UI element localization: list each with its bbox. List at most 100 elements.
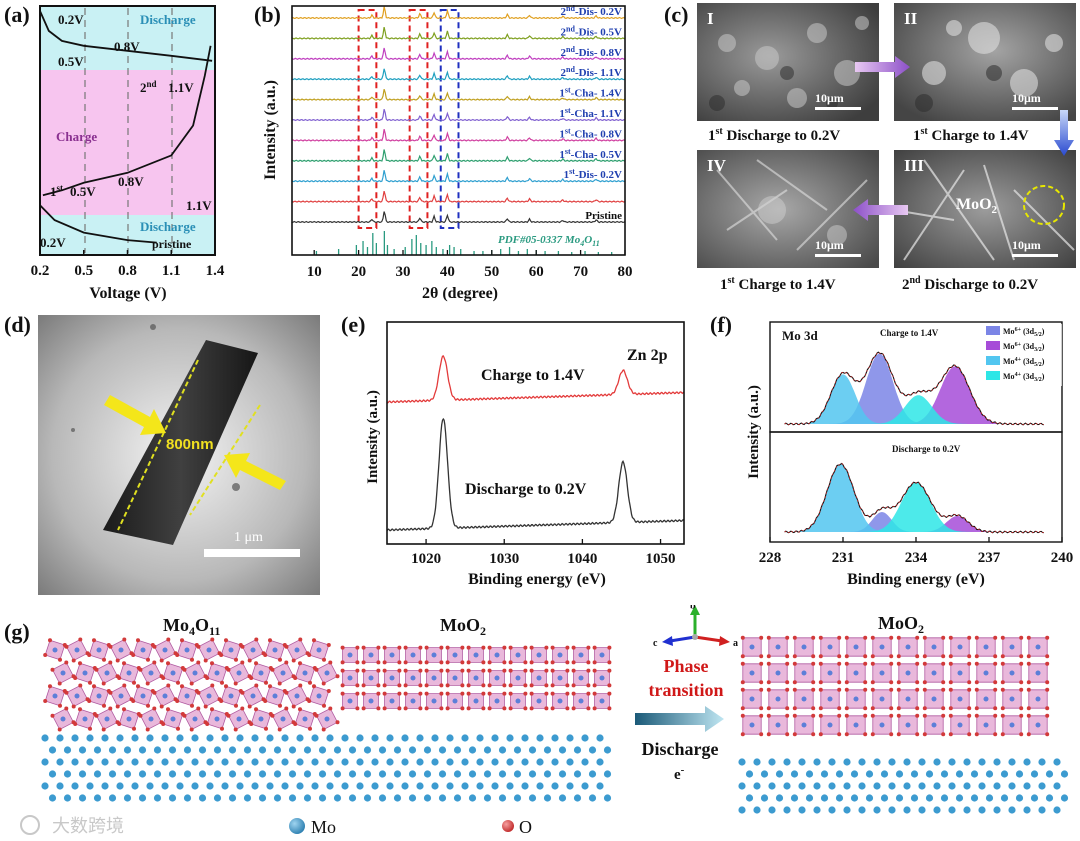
- lattice-mo-atom: [371, 758, 379, 766]
- mo-atom: [879, 696, 885, 702]
- o-atom: [196, 706, 201, 711]
- o-atom: [792, 635, 797, 640]
- o-atom: [837, 680, 842, 685]
- mo-atom: [280, 716, 286, 722]
- ann-v02-top: 0.2V: [58, 12, 84, 27]
- mo-atom: [578, 652, 584, 658]
- lattice-mo-atom: [498, 770, 507, 778]
- o-atom: [403, 660, 408, 665]
- o-atom: [424, 683, 429, 688]
- o-atom: [57, 727, 62, 732]
- lattice-mo-atom-right: [903, 806, 911, 814]
- lattice-mo-atom: [566, 758, 574, 766]
- o-atom: [863, 732, 868, 737]
- o-atom: [1000, 635, 1005, 640]
- o-atom: [418, 645, 423, 650]
- legend-swatch-0: [986, 326, 1000, 335]
- o-atom: [247, 704, 252, 709]
- lattice-mo-atom: [243, 770, 252, 778]
- xrd-series-2: [291, 47, 626, 60]
- o-atom: [397, 668, 402, 673]
- o-atom: [355, 668, 360, 673]
- xrd-series-label-1: 2nd-Dis- 0.5V: [561, 24, 623, 38]
- lattice-mo-atom: [348, 746, 357, 754]
- mo-atom: [214, 670, 220, 676]
- x-tick-label: 231: [832, 550, 855, 566]
- o-atom: [176, 680, 180, 685]
- o-atom: [948, 661, 953, 666]
- o-atom: [249, 722, 254, 726]
- panel-c: (c) I 10μm II 10μm: [650, 0, 1080, 305]
- mo-atom: [957, 670, 963, 676]
- lattice-mo-atom-right: [948, 782, 956, 790]
- o-atom: [226, 667, 231, 672]
- mo-atom: [827, 644, 833, 650]
- lattice-mo-atom-right: [1030, 770, 1039, 778]
- o-atom: [889, 713, 894, 718]
- lattice-mo-atom-right: [813, 806, 821, 814]
- o-atom: [1026, 732, 1031, 737]
- o-atom: [146, 657, 150, 662]
- lattice-mo-atom: [273, 746, 282, 754]
- o-atom: [175, 699, 180, 703]
- o-atom: [326, 643, 331, 647]
- mo-atom: [801, 722, 807, 728]
- o-atom: [550, 660, 555, 665]
- mo-atom: [389, 675, 395, 681]
- lattice-mo-atom: [303, 746, 312, 754]
- mo-atom: [749, 696, 755, 702]
- o-atom: [1000, 732, 1005, 737]
- o-atom: [592, 683, 597, 688]
- o-atom: [205, 722, 210, 726]
- o-atom: [766, 680, 771, 685]
- o-atom: [361, 691, 366, 696]
- scale-text-ii: 10μm: [1012, 91, 1041, 105]
- sem-image-iii: III MoO2 10μm: [894, 150, 1076, 268]
- o-atom: [355, 645, 360, 650]
- lattice-mo-atom: [168, 794, 177, 802]
- panel-c-label: (c): [664, 2, 689, 27]
- lattice-mo-atom: [341, 758, 349, 766]
- lattice-mo-atom-right: [1045, 770, 1054, 778]
- rod-edge-right: [189, 404, 261, 516]
- component-1: [784, 366, 999, 424]
- mo-atom: [140, 693, 146, 699]
- o-atom: [766, 713, 771, 718]
- lattice-mo-atom: [206, 758, 214, 766]
- lattice-mo-atom: [41, 734, 49, 742]
- phase-label: Phase: [664, 656, 709, 676]
- lattice-mo-atom: [483, 770, 492, 778]
- xrd-series-3: [291, 68, 626, 81]
- o-atom: [544, 645, 549, 650]
- o-atom: [1045, 706, 1050, 711]
- lattice-mo-atom-right: [888, 806, 896, 814]
- o-atom: [863, 713, 868, 718]
- o-atom: [64, 690, 69, 695]
- xrd-series-label-2: 2nd-Dis- 0.8V: [561, 45, 623, 59]
- lattice-mo-atom: [48, 794, 57, 802]
- lattice-mo-atom-right: [918, 782, 926, 790]
- lattice-mo-atom: [341, 734, 349, 742]
- o-atom: [445, 706, 450, 711]
- lattice-mo-atom: [161, 734, 169, 742]
- o-atom: [811, 713, 816, 718]
- o-atom: [460, 683, 465, 688]
- o-atom: [818, 732, 823, 737]
- mo-atom: [52, 647, 58, 653]
- o-atom: [863, 635, 868, 640]
- o-atom: [889, 654, 894, 659]
- mo-atom: [302, 670, 308, 676]
- lattice-mo-atom: [86, 734, 94, 742]
- o-atom: [312, 684, 316, 689]
- o-atom: [1045, 661, 1050, 666]
- o-atom: [785, 713, 790, 718]
- o-atom: [460, 645, 465, 650]
- o-atom: [101, 727, 106, 732]
- title-mo4o11: Mo4O11: [163, 615, 220, 638]
- o-atom: [270, 667, 275, 672]
- curve-0: [39, 10, 213, 62]
- lattice-mo-atom-right: [903, 782, 911, 790]
- lattice-mo-atom: [78, 746, 87, 754]
- o-atom: [196, 660, 201, 665]
- o-atom: [759, 635, 764, 640]
